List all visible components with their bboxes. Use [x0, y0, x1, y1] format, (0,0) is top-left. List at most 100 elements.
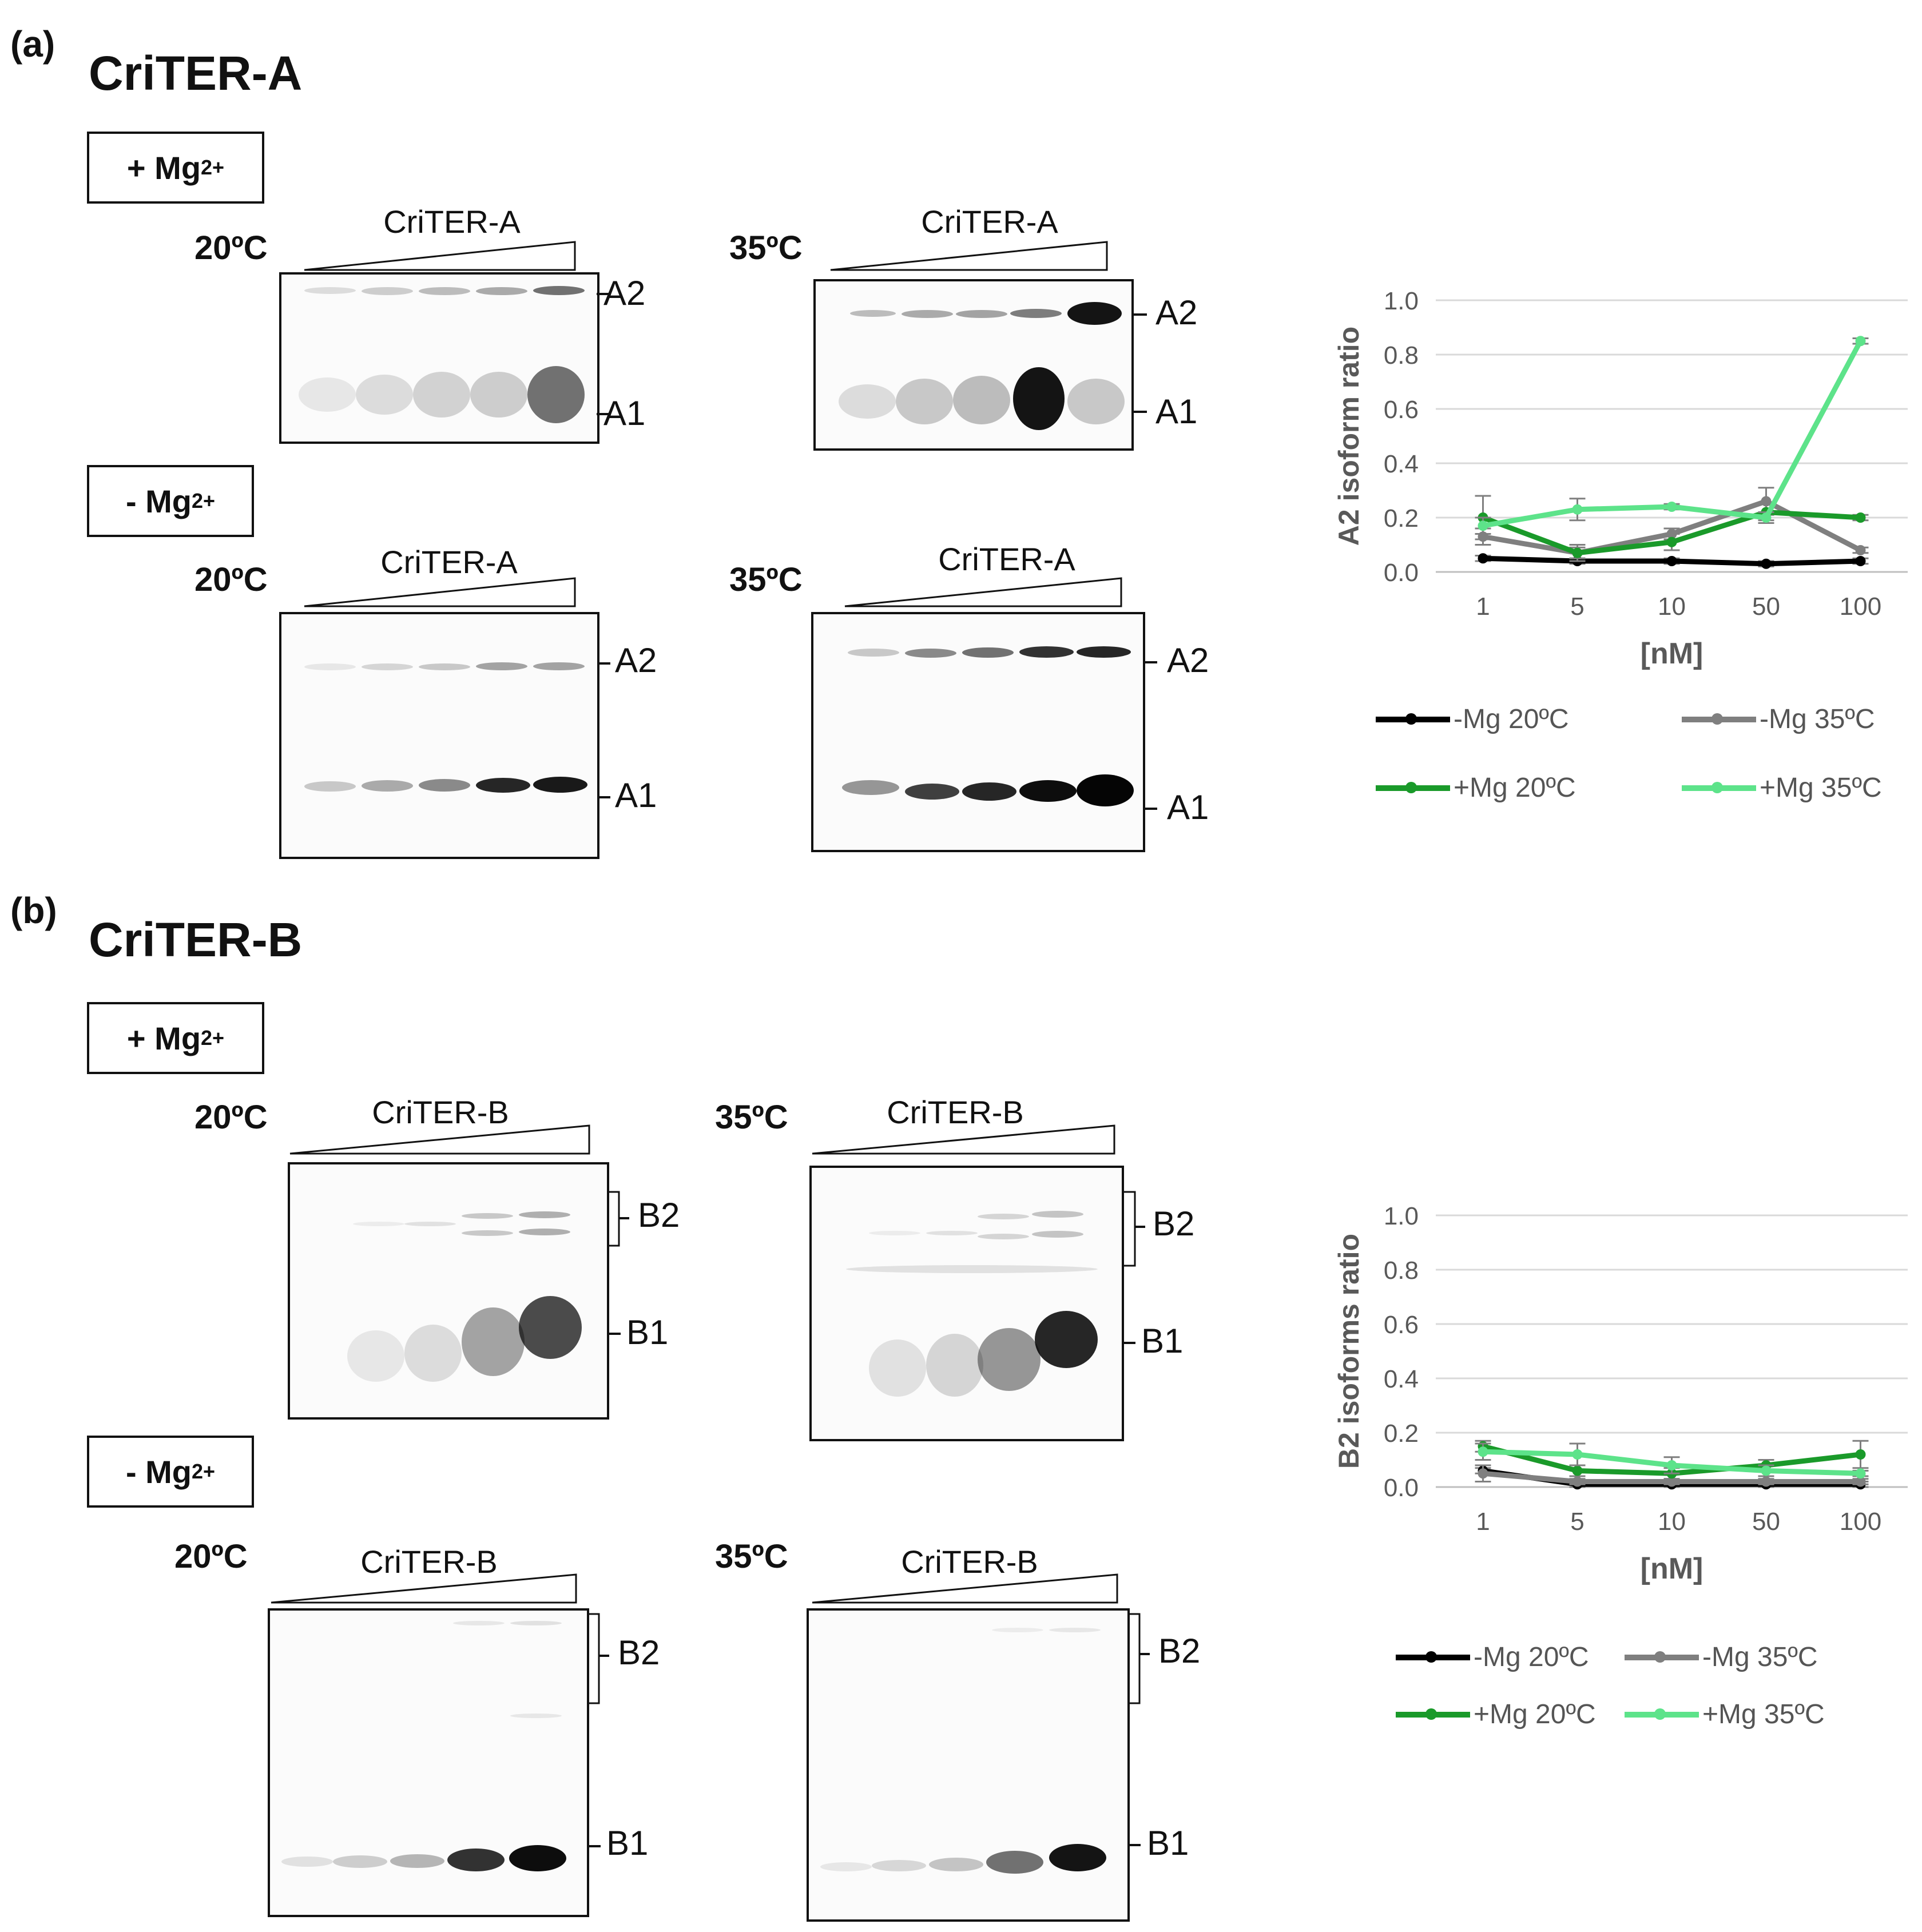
gel-b3-bracket	[587, 1613, 600, 1704]
data-point	[1761, 558, 1772, 569]
data-point	[1855, 545, 1866, 555]
gel-b4-lower-label: B1	[1147, 1824, 1189, 1862]
gel-b4	[807, 1608, 1130, 1922]
gel-b2-lower-label: B1	[1141, 1322, 1184, 1360]
gel-a1-title: CriTER-A	[383, 204, 521, 240]
data-point	[1761, 512, 1772, 523]
y-tick-label: 0.6	[1384, 1311, 1419, 1339]
gel-b3-title: CriTER-B	[360, 1544, 498, 1580]
gel-a4-upper-label: A2	[1167, 641, 1209, 679]
data-point	[1761, 1465, 1772, 1476]
legend-swatch	[1376, 781, 1450, 793]
gel-b1-upper-label: B2	[638, 1196, 680, 1234]
legend-label: +Mg 35ºC	[1702, 1699, 1825, 1730]
legend-swatch	[1625, 1708, 1699, 1720]
tick	[1123, 1342, 1135, 1344]
x-tick-label: 100	[1840, 593, 1881, 621]
y-tick-label: 0.8	[1384, 341, 1419, 369]
data-point	[1855, 1476, 1866, 1487]
x-axis-label: [nM]	[1641, 637, 1703, 670]
legend-item: -Mg 35ºC	[1682, 703, 1875, 735]
data-point	[1666, 1460, 1677, 1470]
gel-b1-lower-label: B1	[626, 1313, 669, 1351]
series-line	[1482, 340, 1863, 528]
x-tick-label: 10	[1658, 593, 1686, 621]
legend-item: +Mg 20ºC	[1396, 1699, 1596, 1730]
series--Mg 20ºC	[1475, 553, 1869, 569]
gel-a4	[811, 612, 1145, 852]
gel-b1-gradient-wedge	[289, 1124, 590, 1155]
y-tick-label: 1.0	[1384, 287, 1419, 315]
panel-b-letter: (b)	[10, 890, 57, 931]
x-tick-label: 5	[1570, 593, 1584, 621]
tick	[599, 1655, 609, 1657]
y-axis-label: A2 isoform ratio	[1333, 327, 1365, 546]
legend-label: -Mg 20ºC	[1454, 704, 1569, 734]
series-+Mg 35ºC	[1475, 336, 1869, 535]
legend-item: -Mg 20ºC	[1396, 1641, 1589, 1673]
gel-b3-gradient-wedge	[271, 1573, 577, 1604]
gel-a4-gradient-wedge	[844, 577, 1122, 607]
gel-a1	[279, 272, 599, 444]
data-point	[1855, 336, 1866, 347]
mg-plus-label: + Mg	[126, 1020, 201, 1056]
data-point	[1666, 502, 1677, 512]
gel-b3-temp: 20ºC	[174, 1538, 248, 1575]
data-point	[1666, 556, 1677, 566]
chart-a-legend: -Mg 20ºC -Mg 35ºC +Mg 20ºC +Mg 35ºC	[1376, 703, 1919, 829]
gel-a2-title: CriTER-A	[921, 204, 1058, 240]
x-tick-label: 1	[1476, 1508, 1490, 1536]
gel-b2-title: CriTER-B	[887, 1094, 1024, 1130]
legend-item: +Mg 35ºC	[1682, 772, 1882, 804]
gel-a4-title: CriTER-A	[938, 541, 1075, 577]
tick	[1133, 411, 1147, 413]
data-point	[1478, 553, 1488, 564]
series--Mg 35ºC	[1475, 1464, 1869, 1487]
chart-b-legend: -Mg 20ºC -Mg 35ºC +Mg 20ºC +Mg 35ºC	[1396, 1641, 1922, 1767]
gel-a4-lower-label: A1	[1167, 788, 1209, 826]
series-+Mg 35ºC	[1475, 1442, 1869, 1479]
data-point	[1478, 1468, 1488, 1479]
y-tick-label: 0.4	[1384, 1365, 1419, 1393]
y-tick-label: 0.2	[1384, 1420, 1419, 1448]
data-point	[1761, 1476, 1772, 1487]
gel-b3-lower-label: B1	[606, 1824, 649, 1862]
tick	[598, 662, 610, 665]
gel-a3	[279, 612, 599, 859]
gel-b1-bracket	[607, 1191, 620, 1247]
gel-b4-title: CriTER-B	[901, 1544, 1038, 1580]
legend-label: +Mg 35ºC	[1760, 773, 1882, 803]
y-tick-label: 0.2	[1384, 504, 1419, 532]
legend-item: +Mg 20ºC	[1376, 772, 1576, 804]
x-tick-label: 5	[1570, 1508, 1584, 1536]
gel-a2	[813, 279, 1134, 451]
gel-a3-upper-label: A2	[615, 641, 657, 679]
gel-a4-temp: 35ºC	[729, 561, 803, 598]
gel-b1	[288, 1162, 609, 1420]
tick	[597, 293, 611, 295]
y-tick-label: 1.0	[1384, 1202, 1419, 1230]
chart-a2-isoform-ratio: 0.0 0.2 0.4 0.6 0.8 1.0 1 5 10 50 100 [nM] A2 isofor…	[1333, 287, 1908, 670]
chart-b2-isoforms-ratio: 0.0 0.2 0.4 0.6 0.8 1.0 1 5 10 50 100 [nM] B2 isofor…	[1333, 1202, 1908, 1585]
gel-b2	[809, 1166, 1124, 1441]
x-tick-label: 10	[1658, 1508, 1686, 1536]
legend-swatch	[1376, 713, 1450, 725]
tick	[598, 796, 610, 798]
gel-a3-title: CriTER-A	[380, 544, 518, 580]
data-point	[1855, 512, 1866, 523]
data-point	[1855, 1449, 1866, 1460]
gel-a1-gradient-wedge	[304, 241, 576, 271]
gel-a1-temp: 20ºC	[194, 229, 268, 267]
x-tick-label: 50	[1752, 1508, 1780, 1536]
data-point	[1572, 1476, 1583, 1487]
data-point	[1478, 520, 1488, 531]
data-point	[1478, 1446, 1488, 1457]
mg-plus-box-a: + Mg 2+	[87, 132, 264, 204]
y-tick-label: 0.4	[1384, 450, 1419, 478]
gel-b4-temp: 35ºC	[715, 1538, 788, 1575]
tick	[588, 1845, 601, 1847]
data-point	[1572, 1449, 1583, 1460]
legend-swatch	[1682, 781, 1756, 793]
gel-a3-lower-label: A1	[615, 776, 657, 814]
tick	[619, 1217, 629, 1219]
